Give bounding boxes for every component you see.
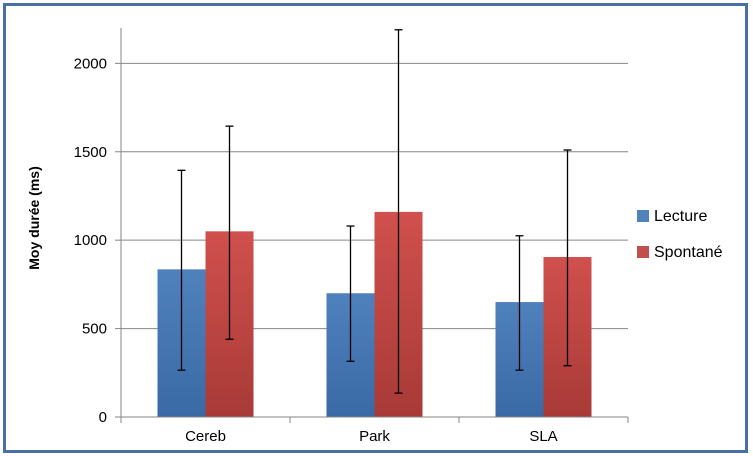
axes: 0 500 1000 1500 2000 Cereb Park SLA: [74, 28, 629, 445]
y-tick-label: 1500: [74, 144, 107, 161]
y-tick-label: 2000: [74, 55, 107, 72]
y-tick-label: 1000: [74, 232, 107, 249]
legend-label-0: Lecture: [654, 208, 707, 225]
bars: [157, 211, 592, 417]
legend-label-1: Spontané: [654, 244, 723, 261]
error-bars: [177, 29, 572, 394]
legend-swatch-0: [637, 210, 649, 222]
x-tick-label: Park: [359, 428, 390, 445]
legend-swatch-1: [637, 246, 649, 258]
y-tick-label: 500: [82, 321, 107, 338]
y-axis-label: Moy durée (ms): [26, 166, 42, 269]
x-tick-label: Cereb: [185, 428, 226, 445]
y-tick-label: 0: [99, 409, 107, 426]
x-tick-label: SLA: [529, 428, 557, 445]
legend: Lecture Spontané: [637, 208, 723, 261]
